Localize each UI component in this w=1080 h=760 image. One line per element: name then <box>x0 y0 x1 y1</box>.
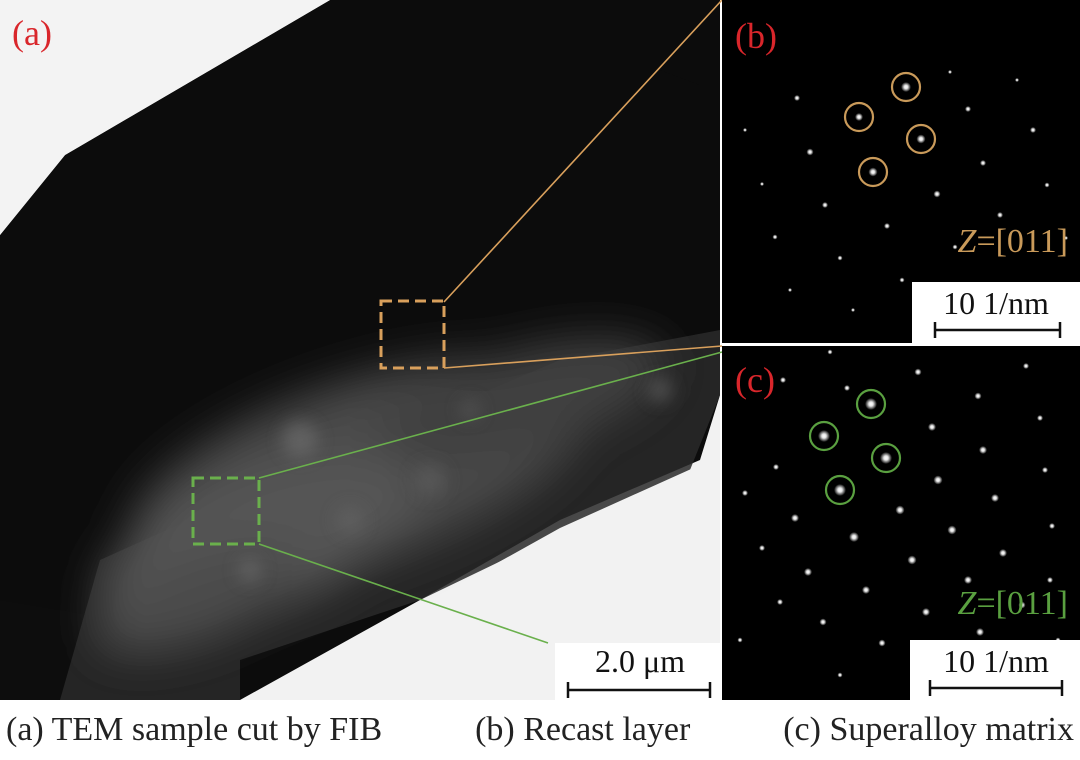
figure-canvas: 2.0 μm (a) <box>0 0 1080 700</box>
diffraction-matrix: (c) Z=[011] 10 1/nm <box>722 339 1080 700</box>
panel-b-label: (b) <box>735 16 777 56</box>
connector-lines <box>258 0 723 644</box>
diffraction-b-highlight-rings <box>843 71 937 188</box>
zone-axis-b: Z=[011] <box>958 223 1068 260</box>
diffraction-c-spots <box>737 339 1061 678</box>
zone-axis-c: Z=[011] <box>958 585 1068 622</box>
scale-bar-c-label: 10 1/nm <box>943 643 1049 679</box>
scale-bar-c-box <box>910 640 1080 700</box>
diffraction-b-spots <box>743 70 1068 312</box>
matrix-roi <box>191 476 261 546</box>
caption-a: (a) TEM sample cut by FIB <box>6 711 383 748</box>
caption-b: (b) Recast layer <box>475 711 691 748</box>
scale-bar-b-box <box>912 282 1080 343</box>
panel-a-label: (a) <box>12 13 52 53</box>
scale-bar-a-label: 2.0 μm <box>595 643 685 679</box>
diffraction-recast: (b) Z=[011] 10 1/nm <box>722 0 1080 343</box>
scale-bar-b-label: 10 1/nm <box>943 285 1049 321</box>
recast-layer-roi <box>379 299 446 370</box>
tem-image: 2.0 μm (a) <box>0 0 720 700</box>
diffraction-c-highlight-rings <box>808 388 902 506</box>
panel-c-label: (c) <box>735 360 775 400</box>
figure-caption: (a) TEM sample cut by FIB (b) Recast lay… <box>0 702 1080 758</box>
caption-c: (c) Superalloy matrix <box>783 711 1074 748</box>
